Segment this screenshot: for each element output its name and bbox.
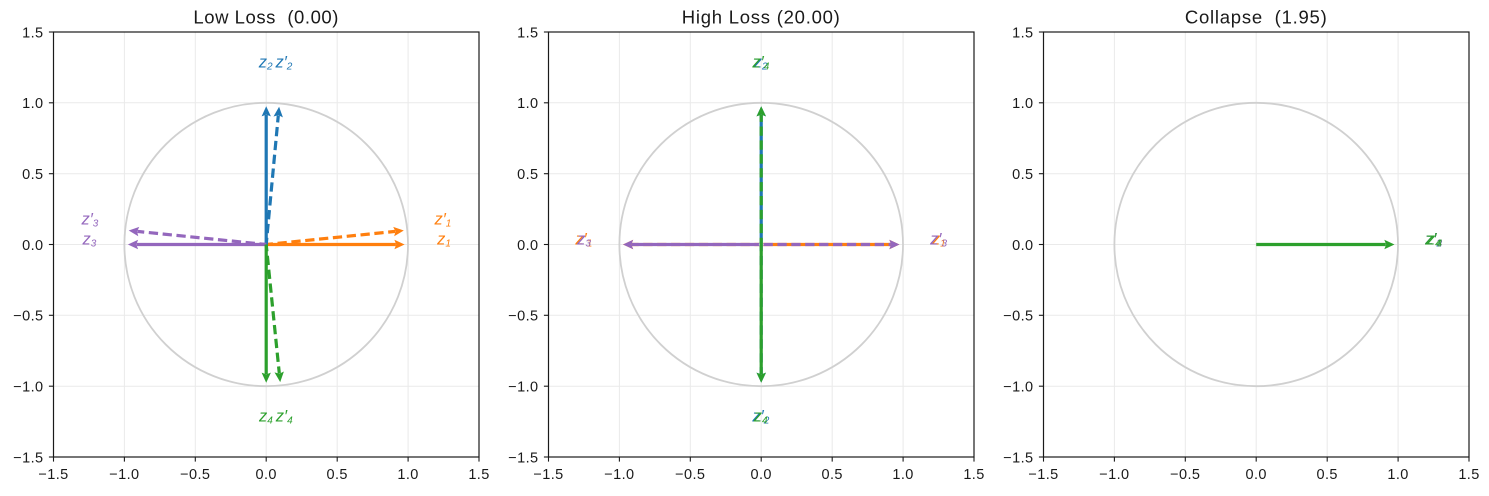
svg-text:0.5: 0.5 (1317, 467, 1338, 483)
svg-text:−1.0: −1.0 (1003, 380, 1033, 396)
svg-text:−0.5: −0.5 (1003, 309, 1033, 325)
svg-text:1.0: 1.0 (1012, 96, 1033, 112)
svg-text:−1.0: −1.0 (109, 467, 139, 483)
svg-text:Collapse (1.95): Collapse (1.95) (1185, 7, 1328, 28)
svg-text:−1.5: −1.5 (13, 450, 43, 466)
svg-text:1.5: 1.5 (1012, 25, 1033, 41)
svg-text:−0.5: −0.5 (13, 309, 43, 325)
svg-text:0.0: 0.0 (256, 467, 277, 483)
svg-text:1.0: 1.0 (397, 467, 418, 483)
svg-text:0.5: 0.5 (822, 467, 843, 483)
svg-text:1.5: 1.5 (1458, 467, 1479, 483)
svg-text:z′2: z′2 (751, 408, 769, 427)
svg-text:z′4: z′4 (275, 408, 293, 427)
svg-text:z3: z3 (576, 230, 591, 249)
svg-text:0.5: 0.5 (517, 167, 538, 183)
svg-text:−1.5: −1.5 (1003, 450, 1033, 466)
svg-text:z′4: z′4 (1424, 230, 1442, 249)
svg-text:z′2: z′2 (1424, 230, 1442, 249)
svg-text:z1: z1 (436, 230, 451, 249)
svg-text:0.0: 0.0 (517, 238, 538, 254)
svg-text:−1.0: −1.0 (1099, 467, 1129, 483)
svg-text:0.0: 0.0 (1246, 467, 1267, 483)
svg-text:z4: z4 (258, 408, 273, 427)
svg-text:z4: z4 (753, 408, 768, 427)
svg-text:−1.5: −1.5 (508, 450, 538, 466)
svg-text:High Loss (20.00): High Loss (20.00) (682, 7, 841, 28)
svg-text:z′4: z′4 (751, 54, 769, 73)
svg-text:−1.5: −1.5 (533, 467, 563, 483)
svg-text:z2: z2 (753, 54, 768, 73)
svg-text:−0.5: −0.5 (675, 467, 705, 483)
svg-text:z′1: z′1 (433, 211, 451, 230)
svg-text:z′1: z′1 (574, 230, 592, 249)
svg-text:z1: z1 (931, 230, 946, 249)
svg-text:0.5: 0.5 (22, 167, 43, 183)
svg-text:z3: z3 (82, 230, 97, 249)
svg-text:−0.5: −0.5 (1170, 467, 1200, 483)
svg-text:0.5: 0.5 (1012, 167, 1033, 183)
svg-text:z′3: z′3 (80, 211, 98, 230)
svg-text:−1.0: −1.0 (604, 467, 634, 483)
svg-text:1.0: 1.0 (517, 96, 538, 112)
svg-text:1.5: 1.5 (963, 467, 984, 483)
svg-text:1.0: 1.0 (1387, 467, 1408, 483)
svg-text:−0.5: −0.5 (180, 467, 210, 483)
svg-text:z′3: z′3 (929, 230, 947, 249)
svg-text:0.0: 0.0 (751, 467, 772, 483)
svg-text:−1.5: −1.5 (1028, 467, 1058, 483)
svg-text:z′3: z′3 (1424, 230, 1442, 249)
svg-text:−0.5: −0.5 (508, 309, 538, 325)
svg-text:1.0: 1.0 (22, 96, 43, 112)
svg-text:1.5: 1.5 (517, 25, 538, 41)
svg-text:−1.0: −1.0 (508, 380, 538, 396)
svg-text:z2: z2 (258, 54, 273, 73)
svg-text:1.5: 1.5 (468, 467, 489, 483)
svg-text:1.0: 1.0 (892, 467, 913, 483)
svg-text:0.0: 0.0 (1012, 238, 1033, 254)
svg-text:z′2: z′2 (274, 54, 292, 73)
svg-text:0.0: 0.0 (22, 238, 43, 254)
svg-text:0.5: 0.5 (327, 467, 348, 483)
svg-text:−1.5: −1.5 (38, 467, 68, 483)
svg-text:Low Loss (0.00): Low Loss (0.00) (193, 7, 339, 28)
svg-text:−1.0: −1.0 (13, 380, 43, 396)
svg-text:z4: z4 (1426, 230, 1441, 249)
svg-text:1.5: 1.5 (22, 25, 43, 41)
